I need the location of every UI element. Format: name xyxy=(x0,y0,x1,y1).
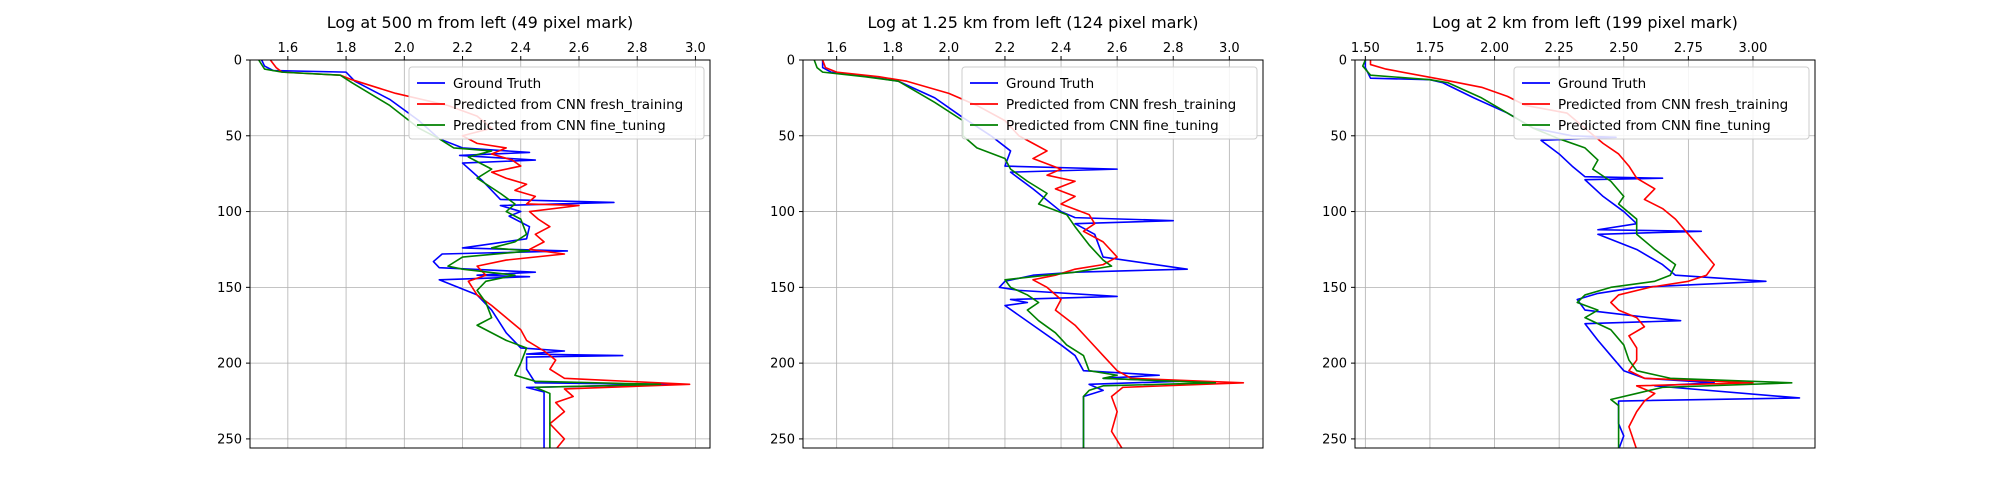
x-tick-label: 2.2 xyxy=(995,41,1016,56)
y-tick-label: 200 xyxy=(770,357,795,372)
legend-label: Predicted from CNN fresh_training xyxy=(453,97,683,113)
legend-label: Ground Truth xyxy=(1006,76,1094,92)
y-tick-label: 100 xyxy=(1322,205,1347,220)
x-tick-label: 2.4 xyxy=(510,41,531,56)
x-tick-label: 3.00 xyxy=(1739,41,1768,56)
x-tick-label: 2.6 xyxy=(1107,41,1128,56)
y-tick-label: 0 xyxy=(787,54,795,69)
x-tick-label: 3.0 xyxy=(1219,41,1240,56)
y-tick-label: 50 xyxy=(778,129,795,144)
x-tick-label: 2.6 xyxy=(569,41,590,56)
x-tick-label: 1.6 xyxy=(278,41,299,56)
legend-box xyxy=(408,66,705,140)
y-tick-label: 100 xyxy=(770,205,795,220)
chart-title: Log at 1.25 km from left (124 pixel mark… xyxy=(867,13,1198,32)
x-tick-label: 2.8 xyxy=(627,41,648,56)
y-tick-label: 250 xyxy=(217,432,242,447)
legend-label: Predicted from CNN fresh_training xyxy=(1558,97,1788,113)
x-tick-label: 2.25 xyxy=(1545,41,1574,56)
legend-label: Ground Truth xyxy=(1558,76,1646,92)
y-tick-label: 250 xyxy=(770,432,795,447)
legend-label: Predicted from CNN fresh_training xyxy=(1006,97,1236,113)
x-tick-label: 3.0 xyxy=(685,41,706,56)
chart-panel-2: 1.6 1.8 2.0 2.2 2.4 2.6 2.8 3.0 0 50 100 150 200 250 L… xyxy=(770,13,1264,449)
series-line-fine-tuning xyxy=(1361,60,1793,448)
y-tick-label: 50 xyxy=(1330,129,1347,144)
legend-label: Predicted from CNN fine_tuning xyxy=(453,118,666,134)
y-tick-label: 150 xyxy=(217,281,242,296)
x-tick-label: 2.8 xyxy=(1163,41,1184,56)
y-tick-label: 50 xyxy=(225,129,242,144)
x-tick-label: 2.00 xyxy=(1480,41,1509,56)
legend-label: Predicted from CNN fine_tuning xyxy=(1558,118,1771,134)
x-tick-label: 1.50 xyxy=(1351,41,1380,56)
x-tick-label: 2.75 xyxy=(1674,41,1703,56)
legend-label: Predicted from CNN fine_tuning xyxy=(1006,118,1219,134)
axes-frame xyxy=(1354,59,1816,449)
x-tick-label: 2.2 xyxy=(452,41,473,56)
x-tick-label: 1.75 xyxy=(1415,41,1444,56)
x-tick-label: 2.0 xyxy=(939,41,960,56)
y-tick-label: 250 xyxy=(1322,432,1347,447)
y-tick-label: 150 xyxy=(1322,281,1347,296)
legend-label: Ground Truth xyxy=(453,76,541,92)
x-tick-label: 1.6 xyxy=(826,41,847,56)
chart-panel-3: 1.50 1.75 2.00 2.25 2.50 2.75 3.00 0 50 100 150 200… xyxy=(1322,13,1816,449)
y-tick-label: 0 xyxy=(1339,54,1347,69)
x-tick-label: 1.8 xyxy=(336,41,357,56)
chart-panel-1: 1.6 1.8 2.0 2.2 2.4 2.6 2.8 3.0 0 50 100 150 200 250 L… xyxy=(217,13,711,449)
y-tick-label: 200 xyxy=(217,357,242,372)
legend-box xyxy=(1513,66,1810,140)
x-tick-label: 2.0 xyxy=(394,41,415,56)
axes-frame xyxy=(802,59,1264,449)
y-tick-label: 0 xyxy=(234,54,242,69)
x-tick-label: 1.8 xyxy=(882,41,903,56)
x-tick-label: 2.50 xyxy=(1609,41,1638,56)
y-tick-label: 150 xyxy=(770,281,795,296)
y-tick-label: 100 xyxy=(217,205,242,220)
x-tick-label: 2.4 xyxy=(1051,41,1072,56)
chart-title: Log at 500 m from left (49 pixel mark) xyxy=(327,13,634,32)
series-line-ground-truth xyxy=(260,60,676,448)
axes-frame xyxy=(249,59,711,449)
y-tick-label: 200 xyxy=(1322,357,1347,372)
legend-box xyxy=(961,66,1258,140)
chart-title: Log at 2 km from left (199 pixel mark) xyxy=(1432,13,1738,32)
